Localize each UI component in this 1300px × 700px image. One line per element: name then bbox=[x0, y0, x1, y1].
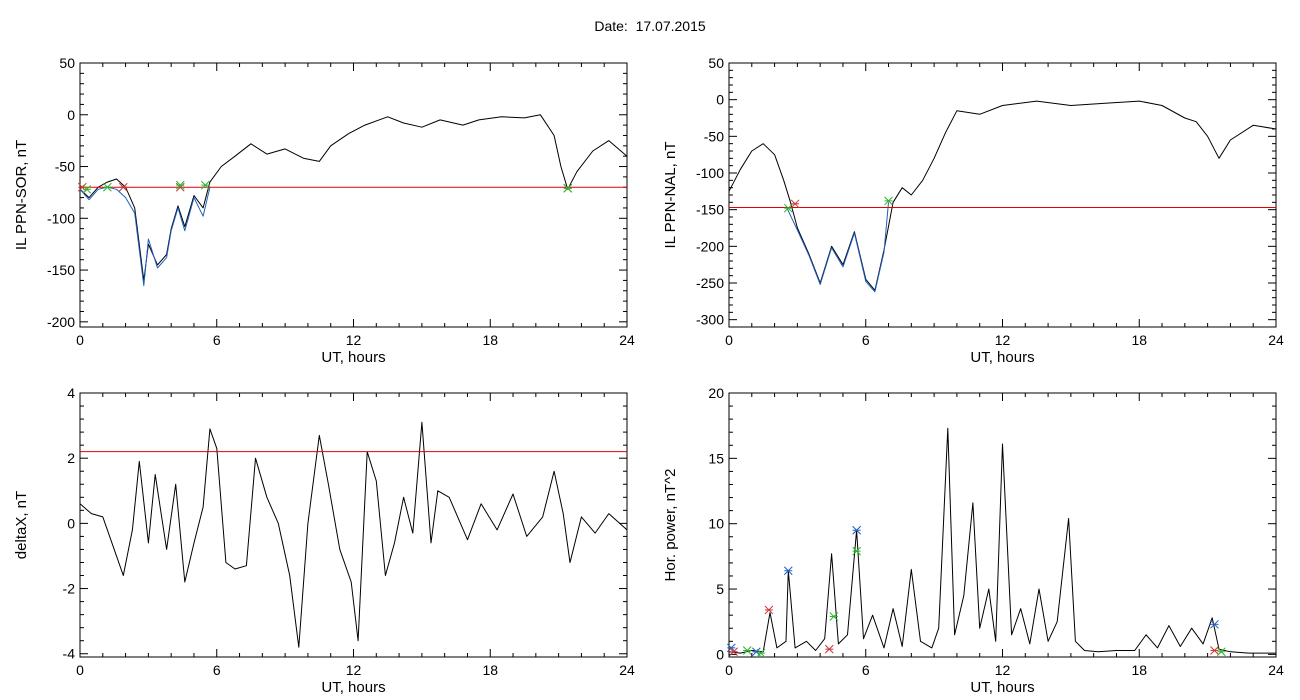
x-axis-title: UT, hours bbox=[970, 679, 1034, 696]
y-tick-label: -50 bbox=[55, 159, 75, 175]
y-tick-label: -2 bbox=[63, 581, 76, 597]
chart-panel-bottom-right: 0 6 12 18 24 0 5 10 15 20 UT, hours Hor. power, nT^… bbox=[662, 385, 1284, 696]
x-axis-title: UT, hours bbox=[321, 349, 385, 366]
event-marker bbox=[884, 196, 893, 206]
event-marker bbox=[783, 566, 793, 576]
plot-frame bbox=[728, 62, 1277, 328]
event-marker bbox=[1216, 647, 1226, 657]
y-axis-title: IL PPN-NAL, nT bbox=[662, 142, 679, 249]
x-tick-label: 6 bbox=[213, 662, 221, 678]
y-tick-label: -100 bbox=[47, 210, 75, 226]
series-line-0 bbox=[79, 114, 628, 281]
event-marker bbox=[175, 182, 185, 192]
y-tick-label: -50 bbox=[704, 128, 724, 144]
x-tick-label: 0 bbox=[725, 662, 733, 678]
event-marker bbox=[102, 182, 112, 192]
y-tick-label: 0 bbox=[716, 646, 724, 662]
x-tick-label: 24 bbox=[619, 662, 635, 678]
y-tick-label: 0 bbox=[67, 515, 75, 531]
series-line-0 bbox=[728, 100, 1277, 291]
event-marker bbox=[726, 643, 736, 653]
chart-panel-top-left: 0 6 12 18 24 -200 -150 -100 -50 0 50 UT, hours IL PP… bbox=[13, 55, 635, 366]
event-marker bbox=[175, 180, 185, 190]
x-tick-label: 12 bbox=[346, 662, 362, 678]
x-tick-label: 12 bbox=[346, 332, 362, 348]
page-title: Date: 17.07.2015 bbox=[594, 18, 706, 34]
x-tick-label: 18 bbox=[1131, 662, 1147, 678]
event-marker bbox=[201, 180, 210, 190]
x-tick-label: 6 bbox=[862, 332, 870, 348]
x-tick-label: 18 bbox=[482, 662, 498, 678]
y-tick-label: 0 bbox=[716, 92, 724, 108]
plot-frame bbox=[79, 62, 628, 328]
event-marker bbox=[729, 647, 738, 657]
event-marker bbox=[824, 644, 834, 654]
x-tick-label: 6 bbox=[862, 662, 870, 678]
y-tick-label: 15 bbox=[708, 450, 724, 466]
y-tick-label: 20 bbox=[708, 385, 724, 401]
event-marker bbox=[756, 648, 766, 658]
x-tick-label: 12 bbox=[995, 662, 1011, 678]
y-tick-label: 10 bbox=[708, 516, 724, 532]
x-tick-label: 18 bbox=[1131, 332, 1147, 348]
x-tick-label: 0 bbox=[76, 332, 84, 348]
x-tick-label: 18 bbox=[482, 332, 498, 348]
event-marker bbox=[1210, 619, 1219, 629]
y-tick-label: -200 bbox=[696, 238, 724, 254]
y-tick-label: -100 bbox=[696, 165, 724, 181]
chart-panel-top-right: 0 6 12 18 24 -300 -250 -200 -150 -100 -50 0 50 UT, ho… bbox=[662, 55, 1284, 366]
y-tick-label: -250 bbox=[696, 275, 724, 291]
series-line-1 bbox=[785, 202, 889, 293]
y-tick-label: 50 bbox=[708, 55, 724, 71]
x-tick-label: 24 bbox=[619, 332, 635, 348]
x-tick-label: 0 bbox=[725, 332, 733, 348]
event-marker bbox=[783, 203, 793, 213]
event-marker bbox=[852, 546, 861, 556]
y-axis-title: deltaX, nT bbox=[13, 491, 30, 559]
x-tick-label: 6 bbox=[213, 332, 221, 348]
plot-frame bbox=[79, 392, 628, 658]
event-marker bbox=[742, 646, 752, 655]
y-tick-label: 2 bbox=[67, 450, 75, 466]
x-tick-label: 0 bbox=[76, 662, 84, 678]
y-tick-label: -150 bbox=[696, 202, 724, 218]
event-marker bbox=[790, 199, 800, 209]
event-marker bbox=[829, 612, 839, 621]
x-axis-title: UT, hours bbox=[970, 349, 1034, 366]
series-line-1 bbox=[79, 186, 211, 287]
plot-frame bbox=[728, 392, 1277, 658]
event-marker bbox=[1210, 646, 1219, 655]
event-marker bbox=[82, 184, 92, 194]
y-axis-title: IL PPN-SOR, nT bbox=[13, 140, 30, 250]
event-marker bbox=[563, 183, 573, 193]
x-tick-label: 24 bbox=[1268, 662, 1284, 678]
series-line-0 bbox=[728, 427, 1276, 654]
event-marker bbox=[118, 182, 128, 192]
y-tick-label: 4 bbox=[67, 385, 75, 401]
y-tick-label: 5 bbox=[716, 581, 724, 597]
y-tick-label: 50 bbox=[59, 55, 75, 71]
y-axis-title: Hor. power, nT^2 bbox=[662, 469, 679, 582]
event-marker bbox=[764, 605, 774, 615]
y-tick-label: -150 bbox=[47, 262, 75, 278]
x-tick-label: 24 bbox=[1268, 332, 1284, 348]
y-tick-label: -4 bbox=[63, 646, 76, 662]
x-tick-label: 12 bbox=[995, 332, 1011, 348]
y-tick-label: -300 bbox=[696, 312, 724, 328]
y-tick-label: -200 bbox=[47, 314, 75, 330]
x-axis-title: UT, hours bbox=[321, 679, 385, 696]
y-tick-label: 0 bbox=[67, 107, 75, 123]
series-line-0 bbox=[79, 421, 628, 648]
event-marker bbox=[852, 525, 861, 535]
